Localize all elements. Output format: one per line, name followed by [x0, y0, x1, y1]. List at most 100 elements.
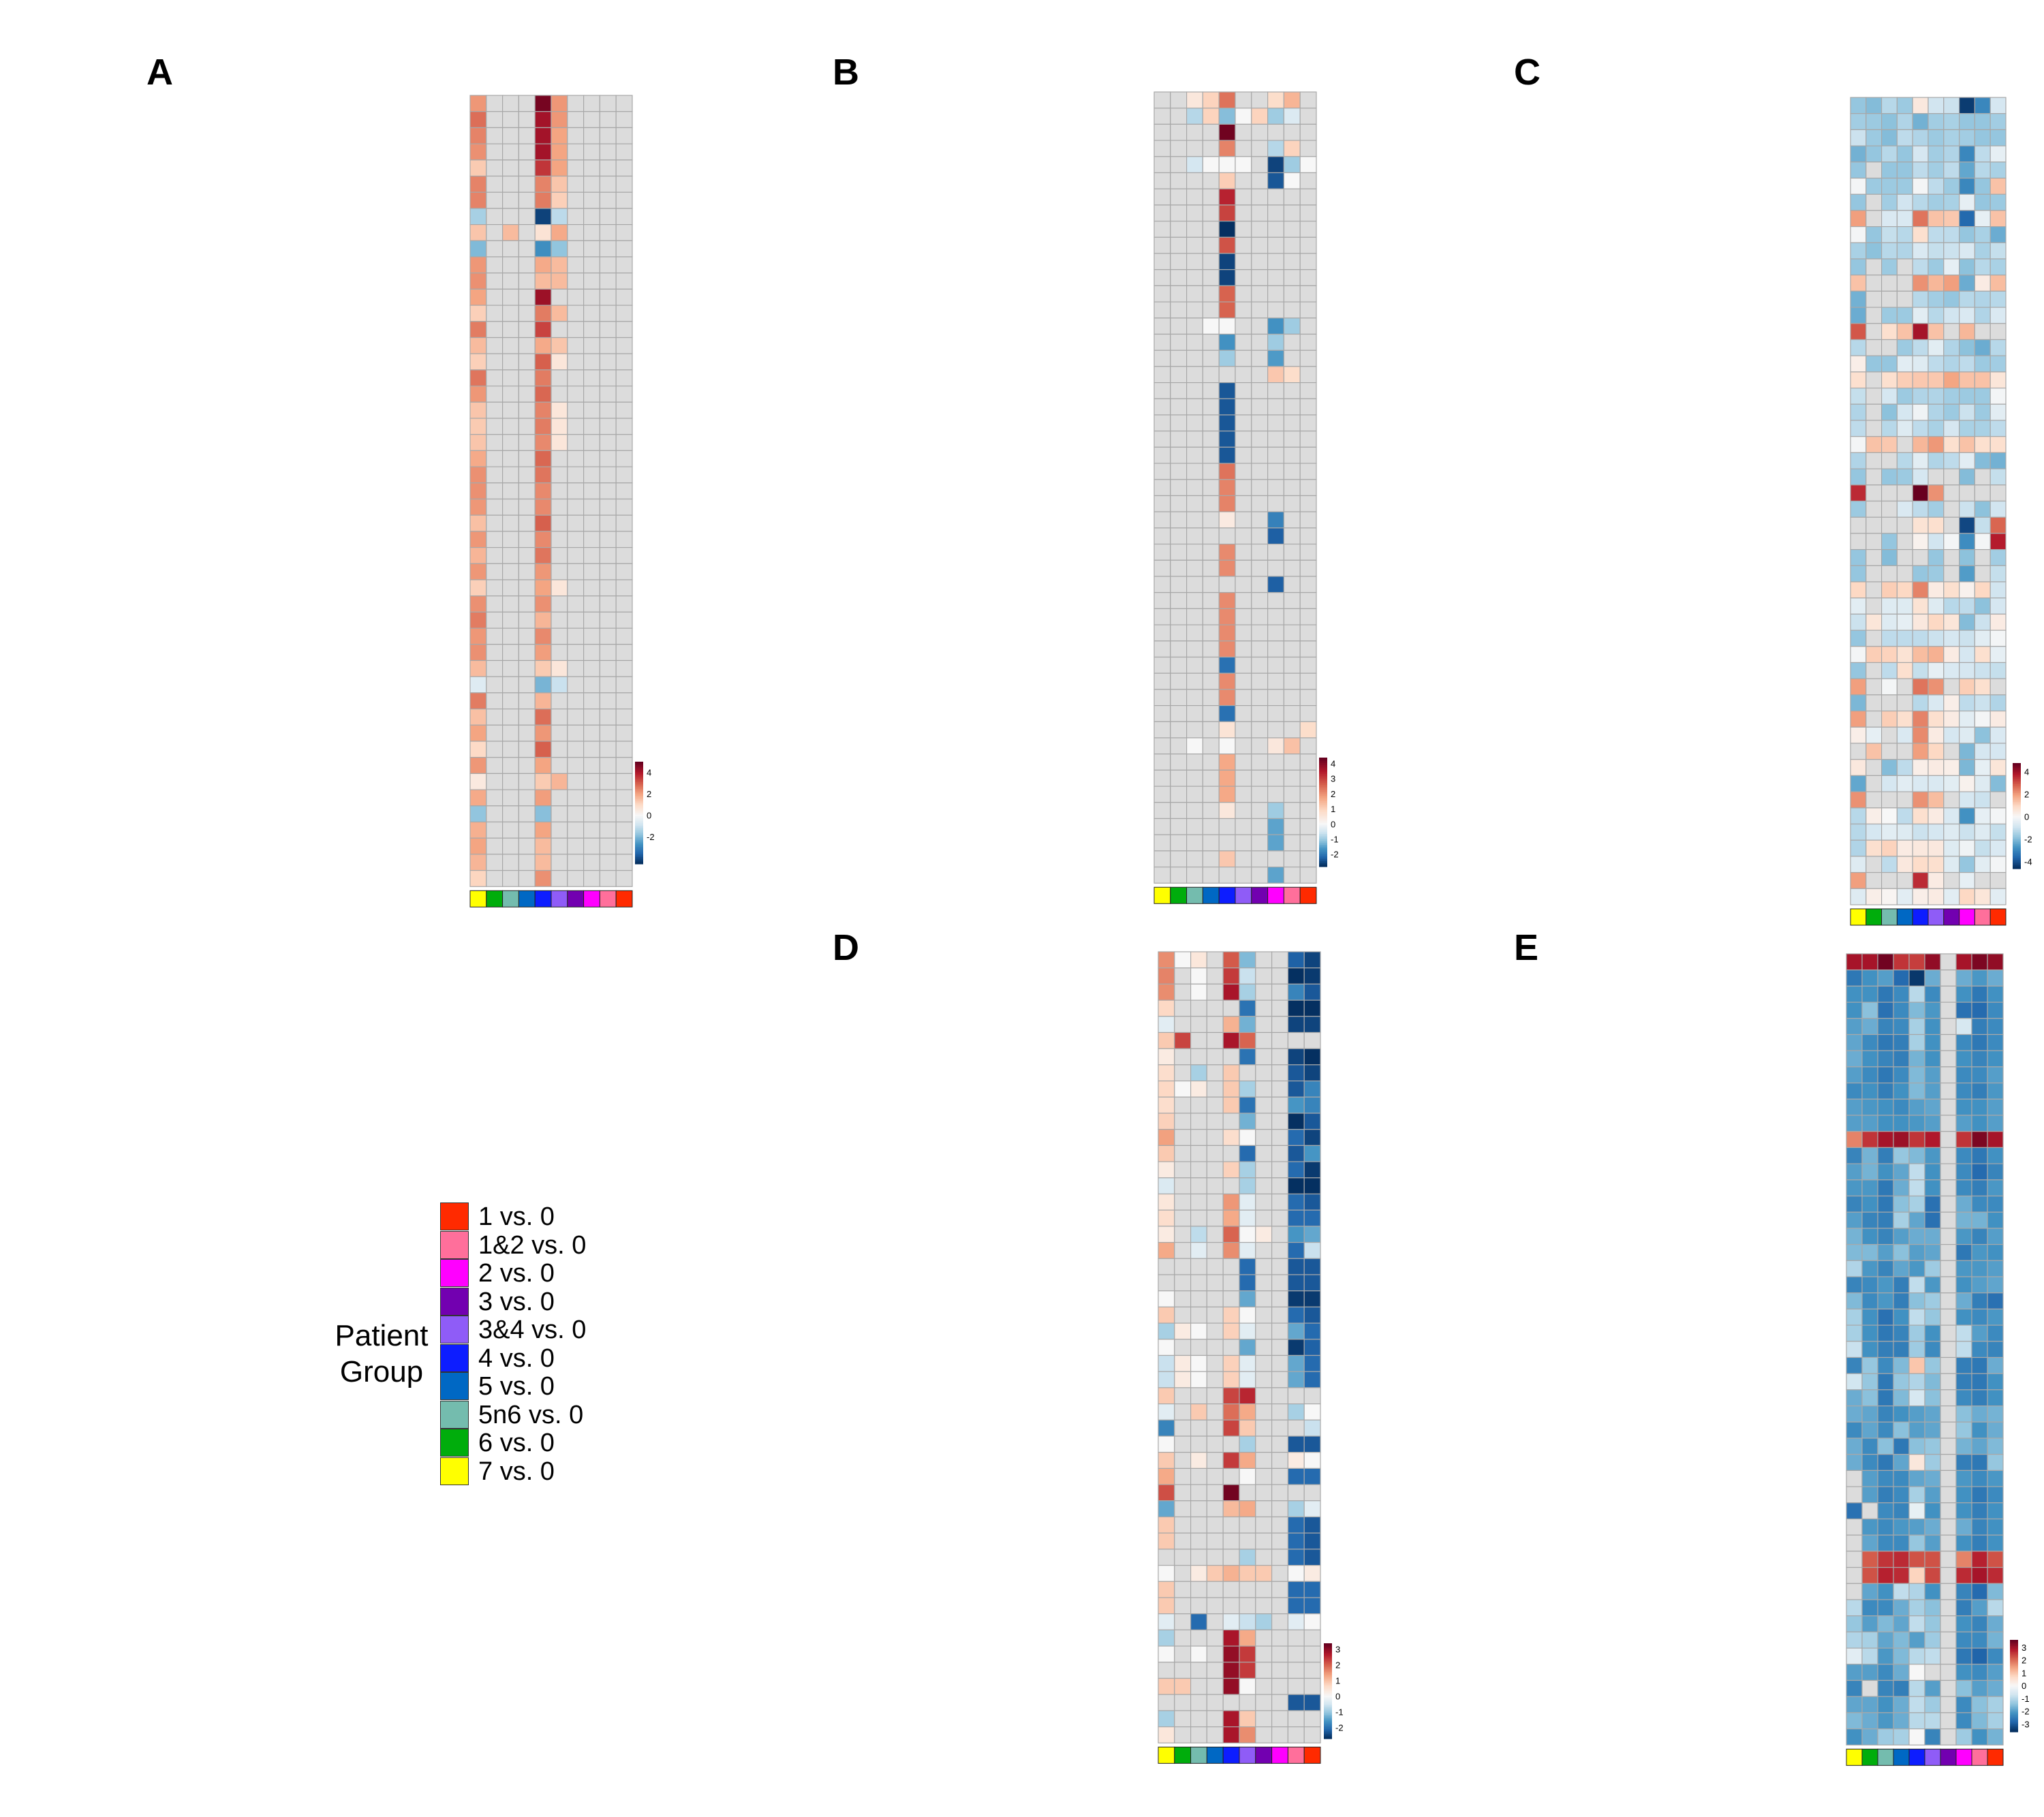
heatmap-cell: [1974, 516, 1991, 534]
heatmap-cell: [1251, 704, 1269, 722]
heatmap-cell: [1912, 258, 1929, 276]
heatmap-cell: [1880, 743, 1898, 760]
heatmap-cell: [469, 659, 487, 677]
heatmap-cell: [1206, 1161, 1224, 1179]
heatmap-cell: [1190, 1419, 1207, 1437]
heatmap-cell: [486, 837, 504, 855]
heatmap-cell: [501, 611, 519, 629]
heatmap-cell: [583, 482, 601, 500]
heatmap-cell: [518, 789, 536, 807]
heatmap-cell: [1174, 1193, 1192, 1211]
heatmap-cell: [1267, 608, 1285, 625]
heatmap-cell: [1283, 414, 1301, 432]
colorbar-segment: [1319, 775, 1327, 778]
heatmap-cell: [1153, 253, 1171, 270]
heatmap-cell: [1943, 856, 1960, 873]
heatmap-cell: [486, 514, 504, 532]
heatmap-cell: [1303, 1129, 1321, 1147]
heatmap-cell: [599, 95, 617, 112]
heatmap-cell: [518, 498, 536, 516]
heatmap-cell: [1267, 818, 1285, 835]
heatmap-cell: [501, 288, 519, 306]
heatmap-cell: [1255, 999, 1273, 1017]
heatmap-cell: [1303, 1064, 1321, 1082]
heatmap-cell: [1206, 1597, 1224, 1615]
heatmap-cell: [1287, 1145, 1305, 1162]
heatmap-cell: [501, 579, 519, 597]
heatmap-cell: [1880, 823, 1898, 841]
heatmap-cell: [551, 273, 568, 290]
heatmap-cell: [1170, 850, 1188, 868]
heatmap-cell: [1924, 1518, 1941, 1536]
heatmap-cell: [1880, 258, 1898, 276]
heatmap-cell: [1255, 1419, 1273, 1437]
colorbar-segment: [1319, 774, 1327, 777]
heatmap-cell: [567, 482, 585, 500]
heatmap-cell: [1239, 1016, 1256, 1034]
heatmap-cell: [1153, 543, 1171, 561]
heatmap-cell: [469, 854, 487, 871]
heatmap-cell: [1971, 1502, 1988, 1520]
heatmap-cell: [1927, 339, 1945, 356]
heatmap-cell: [1170, 866, 1188, 884]
colorbar-segment: [2010, 1716, 2018, 1719]
heatmap-cell: [1880, 113, 1898, 131]
colorbar-segment: [2013, 782, 2021, 785]
heatmap-cell: [1283, 446, 1301, 464]
heatmap-cell: [1893, 1438, 1910, 1455]
heatmap-cell: [1239, 1290, 1256, 1308]
heatmap-cell: [567, 434, 585, 452]
heatmap-cell: [615, 757, 633, 775]
heatmap-cell: [1959, 452, 1976, 469]
heatmap-cell: [1912, 275, 1929, 292]
heatmap-cell: [1186, 382, 1203, 399]
heatmap-cell: [1303, 1113, 1321, 1130]
heatmap-cell: [1959, 888, 1976, 905]
column-group-swatch: [1158, 1746, 1175, 1764]
heatmap-cell: [1218, 317, 1236, 335]
heatmap-cell: [1239, 1435, 1256, 1453]
heatmap-cell: [551, 692, 568, 710]
heatmap-cell: [1255, 1645, 1273, 1663]
heatmap-cell: [1170, 754, 1188, 771]
heatmap-cell: [583, 256, 601, 274]
heatmap-cell: [1989, 613, 2007, 631]
heatmap-cell: [1877, 1534, 1894, 1552]
heatmap-cell: [1896, 759, 1913, 777]
colorbar-segment: [2010, 1695, 2018, 1697]
heatmap-cell: [1206, 1564, 1224, 1582]
heatmap-cell: [1955, 1292, 1972, 1310]
heatmap-cell: [1303, 1209, 1321, 1227]
heatmap-cell: [1896, 371, 1913, 389]
heatmap-cell: [1846, 969, 1863, 987]
heatmap-cell: [1989, 484, 2007, 502]
heatmap-cell: [1235, 608, 1252, 625]
colorbar-segment: [1324, 1678, 1332, 1681]
heatmap-cell: [1987, 1696, 2004, 1713]
heatmap-cell: [1924, 1696, 1941, 1713]
heatmap-cell: [1989, 420, 2007, 437]
heatmap-cell: [1186, 172, 1203, 189]
heatmap-cell: [1190, 1209, 1207, 1227]
heatmap-cell: [1974, 823, 1991, 841]
heatmap-cell: [1893, 1518, 1910, 1536]
heatmap-cell: [1206, 1613, 1224, 1631]
heatmap-cell: [1971, 1405, 1988, 1423]
heatmap-cell: [1190, 1387, 1207, 1405]
heatmap-cell: [518, 418, 536, 435]
heatmap-cell: [1896, 791, 1913, 809]
heatmap-cell: [1974, 775, 1991, 792]
heatmap-cell: [1877, 1486, 1894, 1504]
heatmap-cell: [1924, 1356, 1941, 1374]
column-group-swatch: [1989, 908, 2007, 926]
heatmap-cell: [583, 773, 601, 790]
colorbar-segment: [635, 843, 643, 846]
heatmap-cell: [1989, 258, 2007, 276]
colorbar-segment: [1324, 1689, 1332, 1692]
colorbar-segment: [2013, 828, 2021, 830]
heatmap-cell: [1908, 1276, 1925, 1294]
heatmap-cell: [1153, 834, 1171, 852]
heatmap-cell: [1896, 646, 1913, 664]
heatmap-cell: [1174, 1306, 1192, 1324]
